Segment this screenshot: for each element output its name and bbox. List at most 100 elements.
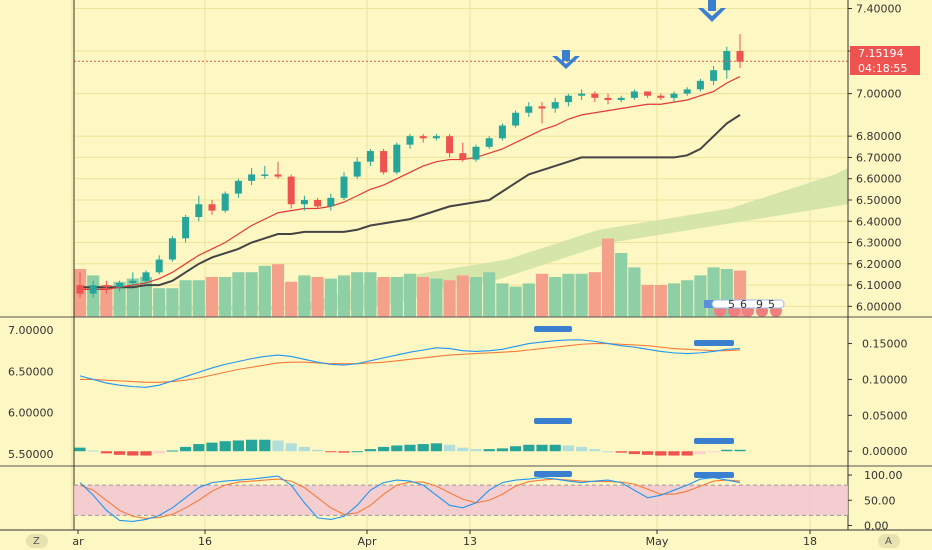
countdown-label: 04:18:55 xyxy=(858,62,907,75)
auto-scale-right-button[interactable]: A xyxy=(878,534,900,548)
candle-body xyxy=(353,161,361,177)
time-axis: ar 16 Apr 13 May 18 xyxy=(0,529,932,548)
price-tick-label: 7.00000 xyxy=(856,88,902,101)
candle-body xyxy=(340,176,348,198)
macd-histogram-bar xyxy=(166,450,178,452)
stoch-tick-label: 50.00 xyxy=(864,494,896,507)
volume-bar xyxy=(100,285,113,317)
volume-bar xyxy=(601,238,615,317)
candle-body xyxy=(551,102,559,109)
candle-body xyxy=(314,199,322,207)
event-label: 9 xyxy=(756,298,763,311)
macd-histogram-bar xyxy=(417,444,429,452)
volume-bar xyxy=(443,280,456,317)
candle-body xyxy=(604,97,612,100)
volume-bar xyxy=(681,280,694,317)
macd-histogram-bar xyxy=(708,451,720,453)
macd-histogram-bar xyxy=(430,443,442,452)
candle-body xyxy=(208,204,216,211)
candle-body xyxy=(459,153,467,160)
volume-bar xyxy=(430,278,443,317)
macd-histogram-bar xyxy=(510,446,522,452)
macd-histogram-bar xyxy=(246,439,258,452)
macd-histogram-bar xyxy=(496,448,508,452)
volume-bar xyxy=(562,273,575,317)
candle-body xyxy=(591,93,599,98)
macd-line xyxy=(79,339,741,388)
macd-histogram-bar xyxy=(589,449,601,452)
candle-body xyxy=(155,259,163,273)
macd-histogram-bar xyxy=(285,443,297,452)
macd-right-tick-label: 0.15000 xyxy=(862,338,908,351)
macd-histogram-bar xyxy=(602,451,614,453)
candle-body xyxy=(221,193,229,211)
time-tick-label: May xyxy=(646,535,669,548)
price-tick-label: 6.10000 xyxy=(856,279,902,292)
candle-body xyxy=(274,174,282,177)
signal-marker xyxy=(534,326,572,332)
macd-histogram-bar xyxy=(523,444,535,452)
macd-axis: 0.15000 0.10000 0.05000 0.00000 7.00000 6.500… xyxy=(8,324,908,461)
moving-averages xyxy=(80,76,741,290)
price-axis: 7.400007.200007.000006.800006.700006.600… xyxy=(848,3,902,313)
volume-bar xyxy=(179,280,192,317)
volume-bar xyxy=(192,280,205,317)
macd-histogram-bar xyxy=(127,451,139,456)
candle-body xyxy=(630,91,638,98)
volume-bar xyxy=(496,283,509,317)
macd-histogram-bar xyxy=(325,451,337,453)
stoch-d-line xyxy=(79,478,741,519)
macd-histogram-bar xyxy=(391,445,403,452)
volume-bar xyxy=(337,275,351,317)
volume-bar xyxy=(232,272,245,317)
signal-marker xyxy=(534,471,572,477)
volume-bar xyxy=(535,273,549,317)
macd-histogram-bar xyxy=(694,451,706,455)
candle-body xyxy=(432,136,440,139)
stoch-tick-label: 0.00 xyxy=(864,519,889,532)
price-tick-label: 6.50000 xyxy=(856,194,902,207)
volume-bar xyxy=(509,286,522,317)
candle-body xyxy=(710,70,718,81)
volume-bar xyxy=(245,272,258,317)
macd-histogram-bar xyxy=(259,439,271,452)
macd-histogram-bar xyxy=(642,451,654,455)
volume-bar xyxy=(456,275,469,317)
macd-histogram-bar xyxy=(549,444,561,452)
candle-body xyxy=(498,125,506,139)
macd-histogram-bar xyxy=(114,451,126,455)
volume-bar xyxy=(113,281,126,317)
auto-scale-left-button[interactable]: Z xyxy=(26,534,48,548)
candle-body xyxy=(736,51,744,62)
macd-histogram-bar xyxy=(87,450,99,452)
macd-right-tick-label: 0.10000 xyxy=(862,373,908,386)
volume-bar xyxy=(694,275,707,317)
candle-body xyxy=(723,51,731,71)
macd-histogram-bar xyxy=(483,449,495,452)
macd-right-tick-label: 0.00000 xyxy=(862,445,908,458)
macd-histogram-bar xyxy=(298,446,310,452)
volume-bar xyxy=(377,277,390,317)
candle-body xyxy=(129,280,137,283)
signal-line xyxy=(80,342,741,383)
earnings-icon[interactable]: 5 6 9 5 xyxy=(704,298,785,317)
candle-body xyxy=(657,95,665,98)
time-tick-label: 18 xyxy=(803,535,817,548)
candle-body xyxy=(525,106,533,113)
stochastic-panel xyxy=(74,475,848,522)
volume-bar xyxy=(258,265,271,317)
stoch-k-line xyxy=(79,475,741,522)
candle-body xyxy=(366,151,374,162)
last-price-label: 7.15194 xyxy=(858,47,904,60)
macd-histogram-bar xyxy=(206,442,218,452)
macd-histogram-bar xyxy=(444,444,456,452)
volume-bar xyxy=(615,253,628,317)
volume-bar xyxy=(522,283,535,317)
candlesticks xyxy=(76,34,744,298)
candle-body xyxy=(446,136,454,154)
candle-body xyxy=(406,136,414,145)
countdown-tag: 04:18:55 xyxy=(850,61,920,75)
candle-body xyxy=(472,146,480,160)
candle-body xyxy=(485,138,493,147)
